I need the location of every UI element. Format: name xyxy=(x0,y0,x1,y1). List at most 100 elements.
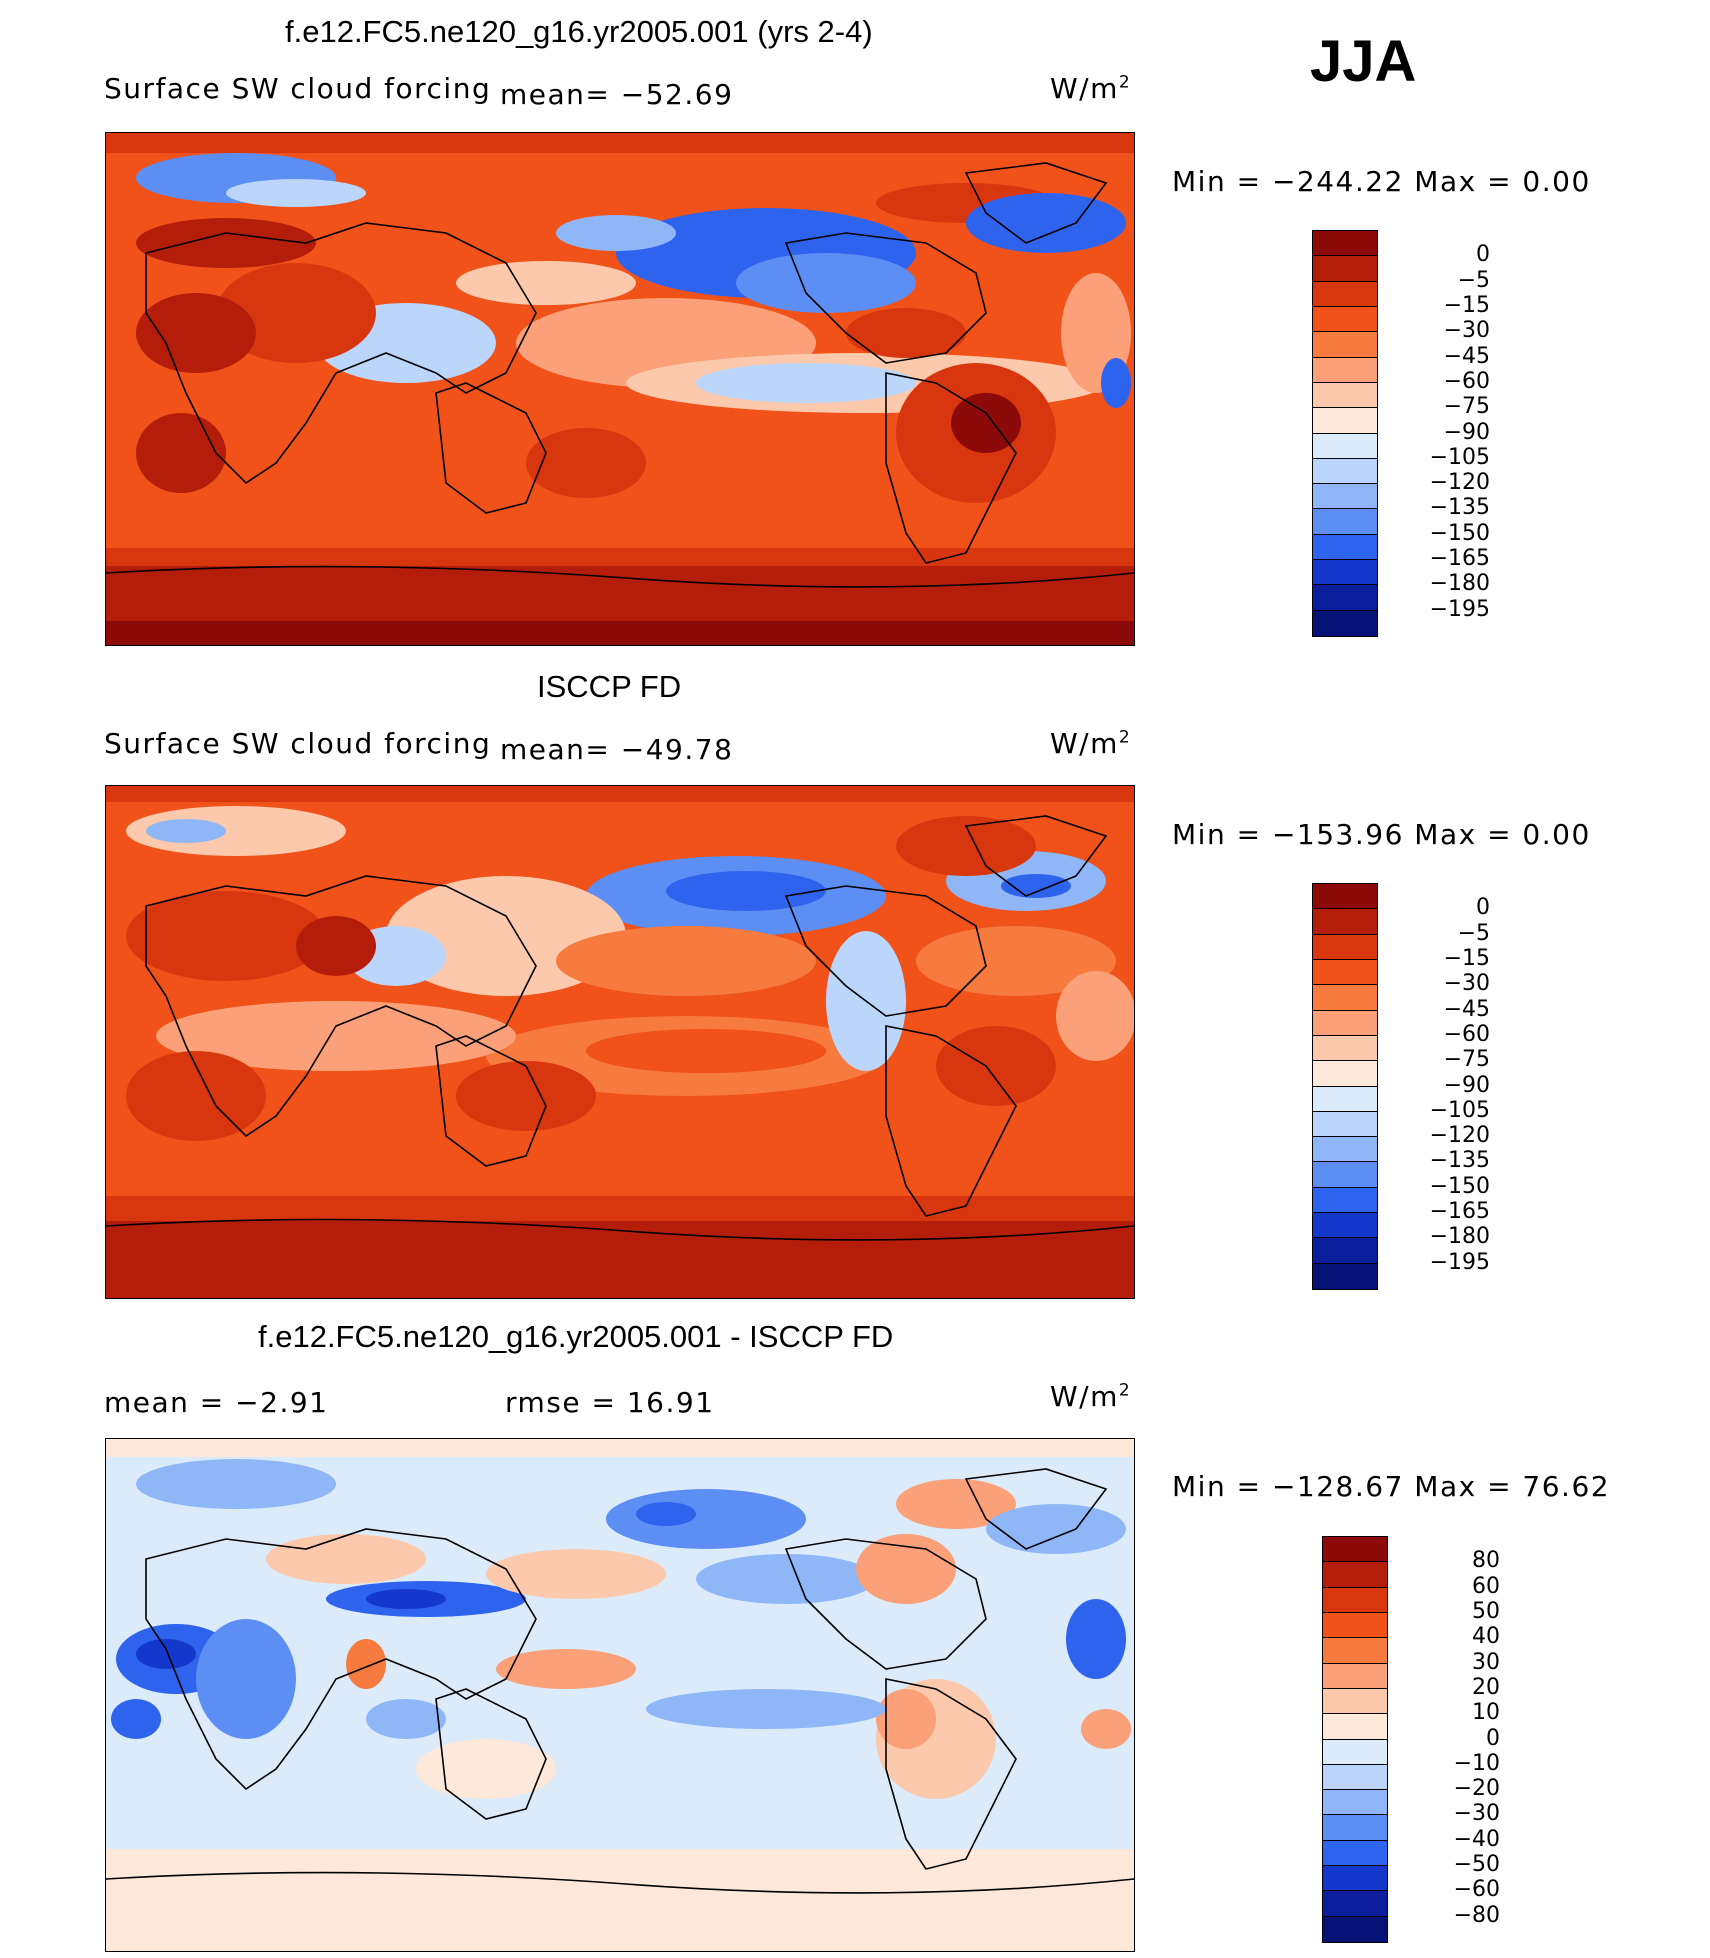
colorbar-swatch xyxy=(1313,332,1377,358)
colorbar-level-label: −165 xyxy=(1429,546,1490,572)
panel-1-unit: W/m2 xyxy=(1050,72,1132,105)
colorbar-swatch xyxy=(1323,1815,1387,1841)
colorbar-swatch xyxy=(1313,306,1377,333)
colorbar-swatch xyxy=(1323,1587,1387,1613)
colorbar-swatch xyxy=(1313,458,1377,485)
colorbar-level-label: −135 xyxy=(1429,495,1490,521)
colorbar-level-label: −180 xyxy=(1429,571,1490,597)
colorbar-level-label: −120 xyxy=(1429,470,1490,496)
colorbar-swatch xyxy=(1313,985,1377,1011)
panel-1-colorbar-labels: 0 −5 −15 −30 −45 −60 −75 −90 −105 −120 −135 −150 −16… xyxy=(1390,230,1490,635)
colorbar-level-label: −90 xyxy=(1443,419,1490,445)
colorbar-level-label: 0 xyxy=(1486,1725,1500,1751)
colorbar-level-label: 60 xyxy=(1472,1573,1500,1599)
panel-1-map xyxy=(105,132,1135,646)
season-label: JJA xyxy=(1310,29,1417,94)
panel-1-variable: Surface SW cloud forcing xyxy=(104,72,492,105)
colorbar-level-label: −150 xyxy=(1429,1173,1490,1199)
colorbar-level-label: −30 xyxy=(1443,971,1490,997)
colorbar-level-label: −195 xyxy=(1429,596,1490,622)
colorbar-swatch xyxy=(1313,256,1377,282)
colorbar-swatch xyxy=(1313,1263,1377,1289)
map-1-svg xyxy=(106,133,1134,645)
colorbar-level-label: −195 xyxy=(1429,1249,1490,1275)
colorbar-swatch xyxy=(1313,1213,1377,1239)
colorbar-swatch xyxy=(1323,1790,1387,1816)
colorbar-swatch xyxy=(1313,433,1377,459)
colorbar-level-label: −135 xyxy=(1429,1148,1490,1174)
map-2-svg xyxy=(106,786,1134,1298)
map-3-svg xyxy=(106,1439,1134,1951)
colorbar-level-label: −5 xyxy=(1457,267,1490,293)
colorbar-swatch xyxy=(1323,1612,1387,1639)
panel-2-map xyxy=(105,785,1135,1299)
colorbar-swatch xyxy=(1313,560,1377,586)
panel-2-mean: mean= −49.78 xyxy=(500,733,734,766)
colorbar-level-label: −75 xyxy=(1443,1047,1490,1073)
colorbar-level-label: −45 xyxy=(1443,996,1490,1022)
panel-3-title: f.e12.FC5.ne120_g16.yr2005.001 - ISCCP F… xyxy=(258,1319,894,1354)
panel-3-mean: mean = −2.91 xyxy=(104,1386,329,1419)
panel-2-unit: W/m2 xyxy=(1050,727,1132,760)
colorbar-swatch xyxy=(1313,281,1377,307)
colorbar-swatch xyxy=(1323,1714,1387,1740)
colorbar-swatch xyxy=(1313,1187,1377,1214)
colorbar-level-label: −45 xyxy=(1443,343,1490,369)
colorbar-swatch xyxy=(1313,1162,1377,1188)
panel-2-variable: Surface SW cloud forcing xyxy=(104,727,492,760)
colorbar-swatch xyxy=(1323,1638,1387,1664)
colorbar-level-label: −165 xyxy=(1429,1199,1490,1225)
colorbar-level-label: 30 xyxy=(1472,1649,1500,1675)
colorbar-swatch xyxy=(1313,231,1377,257)
panel-3-colorbar xyxy=(1322,1536,1388,1943)
colorbar-level-label: −60 xyxy=(1453,1877,1500,1903)
colorbar-level-label: −50 xyxy=(1453,1852,1500,1878)
colorbar-swatch xyxy=(1323,1764,1387,1791)
colorbar-swatch xyxy=(1313,382,1377,409)
colorbar-swatch xyxy=(1323,1916,1387,1942)
panel-3-colorbar-labels: 80 60 50 40 30 20 10 0 −10 −20 −30 −40 −50 −60 −80 xyxy=(1400,1536,1500,1941)
colorbar-swatch xyxy=(1323,1891,1387,1917)
colorbar-level-label: −105 xyxy=(1429,1097,1490,1123)
panel-2-colorbar xyxy=(1312,883,1378,1290)
colorbar-level-label: −20 xyxy=(1453,1776,1500,1802)
colorbar-swatch xyxy=(1313,934,1377,960)
colorbar-level-label: −80 xyxy=(1453,1902,1500,1928)
colorbar-swatch xyxy=(1313,1086,1377,1112)
colorbar-level-label: −30 xyxy=(1453,1801,1500,1827)
colorbar-level-label: 0 xyxy=(1476,895,1490,921)
panel-1-title: f.e12.FC5.ne120_g16.yr2005.001 (yrs 2-4) xyxy=(285,14,873,49)
panel-3-unit: W/m2 xyxy=(1050,1380,1132,1413)
colorbar-level-label: −180 xyxy=(1429,1224,1490,1250)
panel-2-title: ISCCP FD xyxy=(537,669,682,704)
colorbar-level-label: −15 xyxy=(1443,292,1490,318)
colorbar-level-label: −90 xyxy=(1443,1072,1490,1098)
colorbar-level-label: 10 xyxy=(1472,1700,1500,1726)
colorbar-swatch xyxy=(1313,1010,1377,1036)
panel-3-rmse: rmse = 16.91 xyxy=(505,1386,715,1419)
colorbar-swatch xyxy=(1313,484,1377,510)
colorbar-swatch xyxy=(1313,357,1377,383)
colorbar-level-label: −60 xyxy=(1443,368,1490,394)
colorbar-swatch xyxy=(1313,1061,1377,1087)
colorbar-swatch xyxy=(1323,1688,1387,1715)
colorbar-swatch xyxy=(1313,1035,1377,1062)
panel-3-minmax: Min = −128.67 Max = 76.62 xyxy=(1172,1470,1611,1503)
colorbar-level-label: 50 xyxy=(1472,1598,1500,1624)
colorbar-swatch xyxy=(1313,1238,1377,1264)
colorbar-level-label: −30 xyxy=(1443,318,1490,344)
colorbar-level-label: −75 xyxy=(1443,394,1490,420)
colorbar-level-label: −60 xyxy=(1443,1021,1490,1047)
colorbar-swatch xyxy=(1313,408,1377,434)
panel-2-colorbar-labels: 0 −5 −15 −30 −45 −60 −75 −90 −105 −120 −135 −150 −16… xyxy=(1390,883,1490,1288)
colorbar-level-label: −10 xyxy=(1453,1750,1500,1776)
panel-1-colorbar xyxy=(1312,230,1378,637)
colorbar-swatch xyxy=(1313,509,1377,535)
colorbar-swatch xyxy=(1323,1840,1387,1867)
colorbar-swatch xyxy=(1323,1537,1387,1563)
colorbar-level-label: −15 xyxy=(1443,945,1490,971)
colorbar-swatch xyxy=(1313,1137,1377,1163)
colorbar-swatch xyxy=(1313,909,1377,935)
colorbar-level-label: 40 xyxy=(1472,1624,1500,1650)
colorbar-swatch xyxy=(1313,1111,1377,1138)
